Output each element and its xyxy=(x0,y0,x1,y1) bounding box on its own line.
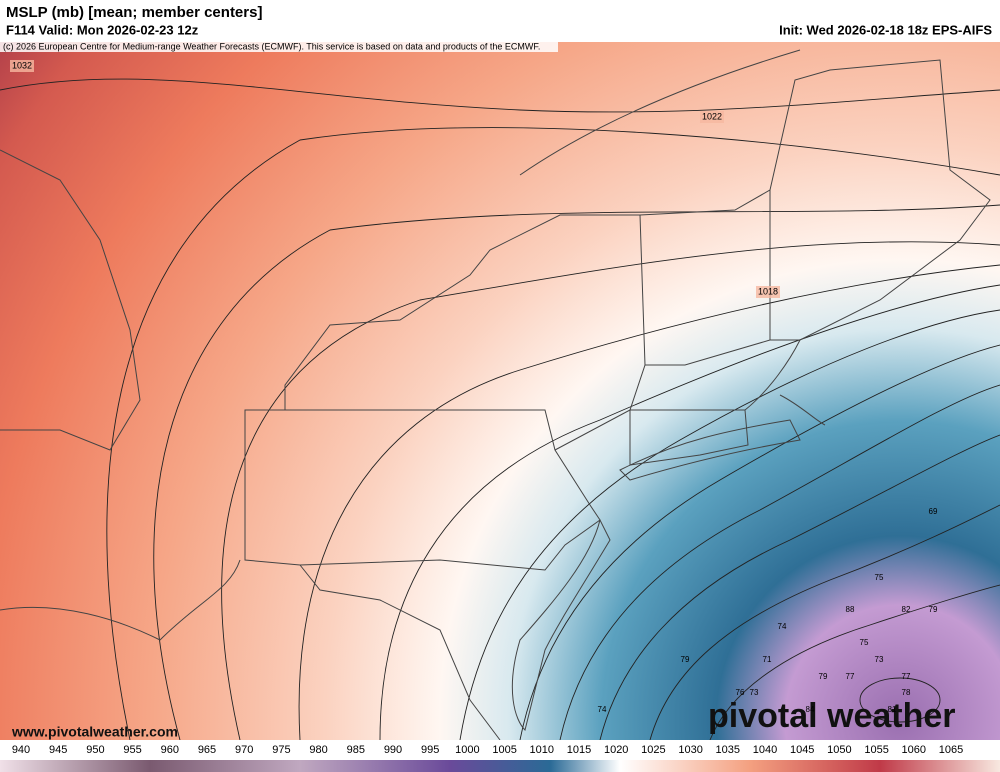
contour-label: 1018 xyxy=(758,286,778,296)
colorbar-tick-label: 965 xyxy=(198,744,216,756)
colorbar-tick-label: 990 xyxy=(384,744,402,756)
member-center: 76 xyxy=(736,688,745,697)
colorbar-tick-label: 1035 xyxy=(716,744,740,756)
borders xyxy=(0,49,991,741)
member-center: 79 xyxy=(819,672,828,681)
contour-label: 1032 xyxy=(12,60,32,70)
colorbar-tick-label: 1060 xyxy=(902,744,926,756)
colorbar-tick-label: 970 xyxy=(235,744,253,756)
member-center: 88 xyxy=(846,605,855,614)
colorbar-tick-label: 1050 xyxy=(827,744,851,756)
colorbar-tick-label: 1030 xyxy=(678,744,702,756)
pressure-field xyxy=(0,42,1000,740)
colorbar-tick-label: 985 xyxy=(347,744,365,756)
member-center: 69 xyxy=(929,507,938,516)
title: MSLP (mb) [mean; member centers] xyxy=(6,4,262,21)
member-center: 79 xyxy=(929,605,938,614)
colorbar-tick-label: 950 xyxy=(86,744,104,756)
colorbar-tick-label: 1005 xyxy=(492,744,516,756)
member-center: 73 xyxy=(875,655,884,664)
colorbar-tick-label: 1020 xyxy=(604,744,628,756)
colorbar-tick-label: 1025 xyxy=(641,744,665,756)
member-center: 78 xyxy=(902,688,911,697)
isobars xyxy=(0,78,1000,740)
valid-time: F114 Valid: Mon 2026-02-23 12z xyxy=(6,22,199,37)
copyright-bg xyxy=(0,41,558,52)
contour-label-bg xyxy=(10,60,34,72)
member-center: 74 xyxy=(598,705,607,714)
init-time: Init: Wed 2026-02-18 18z EPS-AIFS xyxy=(779,22,992,37)
colorbar-tick-label: 1065 xyxy=(939,744,963,756)
member-center: 77 xyxy=(846,672,855,681)
colorbar-tick-label: 1000 xyxy=(455,744,479,756)
colorbar-tick-label: 1040 xyxy=(753,744,777,756)
member-center: 84 xyxy=(806,705,815,714)
url: www.pivotalweather.com xyxy=(11,724,178,740)
colorbar-tick-label: 960 xyxy=(161,744,179,756)
colorbar-tick-label: 1010 xyxy=(530,744,554,756)
colorbar-tick-label: 1015 xyxy=(567,744,591,756)
colorbar-tick-label: 1055 xyxy=(864,744,888,756)
copyright: (c) 2026 European Centre for Medium-rang… xyxy=(3,41,540,51)
colorbar-tick-label: 975 xyxy=(272,744,290,756)
member-center: 77 xyxy=(902,672,911,681)
colorbar-tick-label: 940 xyxy=(12,744,30,756)
colorbar-tick-label: 980 xyxy=(309,744,327,756)
colorbar xyxy=(0,760,1000,772)
member-center: 74 xyxy=(778,622,787,631)
contour-label: 1022 xyxy=(702,111,722,121)
colorbar-tick-label: 955 xyxy=(123,744,141,756)
member-center: 79 xyxy=(681,655,690,664)
member-center: 73 xyxy=(750,688,759,697)
colorbar-tick-label: 1045 xyxy=(790,744,814,756)
colorbar-tick-label: 945 xyxy=(49,744,67,756)
member-center: 81 xyxy=(888,705,897,714)
member-center: 71 xyxy=(763,655,772,664)
member-center: 75 xyxy=(860,638,869,647)
member-center: 82 xyxy=(902,605,911,614)
colorbar-tick-label: 995 xyxy=(421,744,439,756)
watermark: pivotal weather xyxy=(708,697,956,735)
member-center: 75 xyxy=(875,573,884,582)
contour-label-bg xyxy=(700,111,724,123)
contour-label-bg xyxy=(756,286,780,298)
